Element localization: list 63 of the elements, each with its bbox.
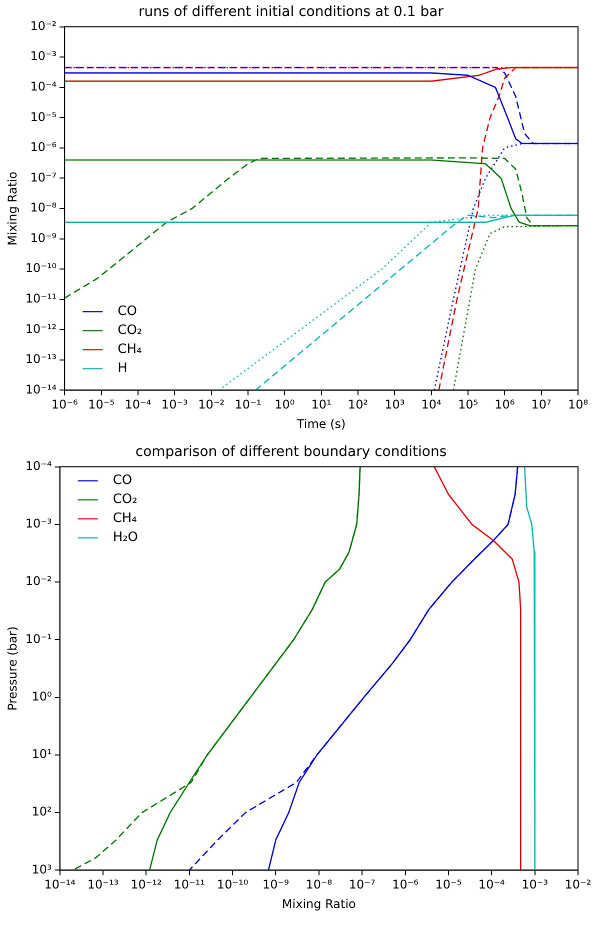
y-tick-label: 10⁻⁶ — [30, 140, 57, 154]
y-tick-label: 10⁻⁹ — [30, 230, 57, 245]
x-tick-label: 10⁻² — [564, 878, 592, 892]
legend-label: CH₄ — [112, 511, 137, 526]
x-tick-label: 10⁷ — [531, 398, 552, 412]
y-axis-title: Mixing Ratio — [5, 172, 20, 246]
y-tick-label: 10⁻¹¹ — [25, 291, 57, 306]
x-axis-title: Mixing Ratio — [282, 896, 356, 911]
y-tick-label: 10⁻¹ — [25, 632, 52, 646]
x-tick-label: 10⁸ — [568, 398, 588, 412]
x-tick-label: 10⁻⁴ — [478, 878, 506, 892]
x-tick-label: 10⁻¹ — [234, 398, 262, 412]
y-tick-label: 10⁻⁸ — [30, 200, 57, 215]
x-tick-label: 10⁻³ — [161, 398, 188, 412]
x-tick-label: 10⁻⁸ — [306, 878, 332, 892]
y-tick-label: 10¹ — [32, 747, 52, 762]
x-tick-label: 10⁻¹⁰ — [216, 878, 248, 892]
x-tick-label: 10⁻³ — [522, 878, 548, 892]
y-tick-label: 10⁻² — [25, 574, 52, 588]
y-tick-label: 10⁰ — [32, 689, 52, 704]
legend-label: CO₂ — [118, 323, 142, 338]
y-tick-label: 10⁻⁷ — [30, 170, 57, 184]
y-tick-label: 10⁻¹⁴ — [25, 382, 57, 396]
x-tick-label: 10¹ — [311, 398, 332, 412]
legend-label: CO — [112, 473, 132, 488]
y-tick-label: 10⁻² — [30, 18, 57, 33]
y-tick-label: 10⁻¹² — [25, 322, 57, 336]
x-tick-label: 10⁻¹¹ — [174, 878, 206, 892]
x-tick-label: 10⁻⁹ — [262, 878, 290, 892]
y-tick-label: 10⁻⁵ — [30, 110, 57, 124]
y-tick-label: 10⁻¹⁰ — [25, 261, 57, 276]
x-tick-label: 10⁻² — [198, 398, 225, 412]
x-tick-label: 10⁵ — [458, 398, 478, 412]
x-tick-label: 10² — [348, 398, 368, 412]
y-tick-label: 10⁻⁴ — [30, 79, 57, 94]
x-tick-label: 10⁻¹² — [130, 878, 162, 892]
x-tick-label: 10⁶ — [494, 398, 515, 412]
x-tick-label: 10⁻¹³ — [87, 878, 119, 892]
x-tick-label: 10⁻⁶ — [51, 398, 78, 412]
x-tick-label: 10⁻¹⁴ — [44, 878, 76, 892]
x-tick-label: 10⁻⁵ — [435, 878, 462, 892]
x-tick-label: 10⁻⁶ — [392, 878, 419, 892]
legend-label: H₂O — [112, 530, 138, 546]
y-tick-label: 10³ — [32, 862, 52, 876]
legend-label: CH₄ — [118, 342, 142, 358]
x-tick-label: 10³ — [384, 398, 405, 412]
chart-title: runs of different initial conditions at 0.1 bar — [138, 4, 444, 20]
x-tick-label: 10⁴ — [421, 398, 442, 412]
legend-label: CO — [118, 304, 137, 320]
x-tick-label: 10⁻⁷ — [348, 878, 376, 892]
x-tick-label: 10⁻⁵ — [88, 398, 115, 412]
y-tick-label: 10⁻³ — [30, 49, 57, 64]
x-tick-label: 10⁻⁴ — [124, 398, 152, 412]
y-tick-label: 10⁻³ — [25, 516, 52, 531]
chart-title: comparison of different boundary conditions — [135, 444, 447, 460]
x-axis-title: Time (s) — [296, 416, 346, 431]
y-tick-label: 10⁻⁴ — [25, 458, 52, 473]
legend-label: CO₂ — [112, 492, 138, 508]
legend-label: H — [118, 361, 128, 376]
x-tick-label: 10⁰ — [274, 398, 295, 412]
y-axis-title: Pressure (bar) — [5, 626, 20, 711]
y-tick-label: 10⁻¹³ — [25, 352, 57, 366]
y-tick-label: 10² — [32, 804, 52, 819]
